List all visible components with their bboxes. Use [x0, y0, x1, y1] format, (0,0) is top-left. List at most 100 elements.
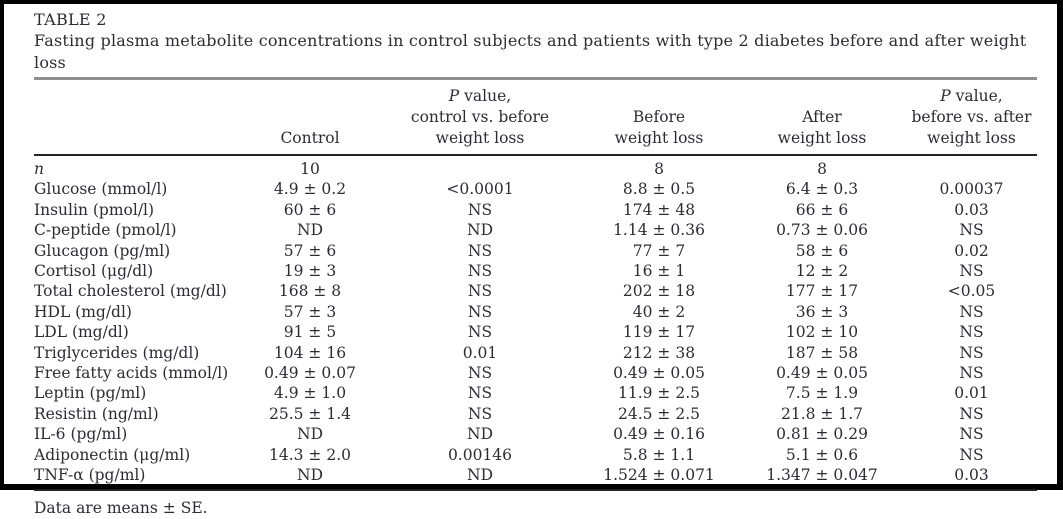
- cell-p-control-vs-before: 0.00146: [447, 445, 513, 464]
- cell-control: 57 ± 6: [283, 241, 337, 260]
- table-row: Leptin (pg/ml) 4.9 ± 1.0 NS 11.9 ± 2.5 7.5 ±…: [34, 383, 1037, 403]
- cell-control: 10: [300, 160, 320, 178]
- cell-after-weight-loss: 8: [817, 160, 827, 178]
- table-row: Insulin (pmol/l) 60 ± 6 NS 174 ± 48 66 ± 6 0.…: [34, 200, 1037, 220]
- cell-p-before-vs-after: 0.00037: [939, 180, 1004, 199]
- cell-after-weight-loss: 12 ± 2: [795, 262, 849, 281]
- cell-before-weight-loss: 11.9 ± 2.5: [617, 384, 700, 403]
- row-label: Leptin (pg/ml): [34, 384, 147, 403]
- cell-p-before-vs-after: 0.02: [954, 241, 989, 260]
- row-label: Insulin (pmol/l): [34, 200, 155, 219]
- table-caption: Fasting plasma metabolite concentrations…: [34, 30, 1037, 80]
- cell-after-weight-loss: 0.73 ± 0.06: [776, 221, 868, 240]
- cell-after-weight-loss: 36 ± 3: [795, 302, 849, 321]
- cell-p-before-vs-after: 0.01: [954, 384, 989, 403]
- cell-after-weight-loss: 58 ± 6: [795, 241, 849, 260]
- table-row: LDL (mg/dl) 91 ± 5 NS 119 ± 17 102 ± 10 NS: [34, 322, 1037, 342]
- cell-before-weight-loss: 8: [654, 160, 664, 178]
- cell-p-control-vs-before: 0.01: [462, 343, 498, 362]
- col-header-before-weight-loss: Before weight loss: [580, 80, 738, 156]
- table-row: Glucagon (pg/ml) 57 ± 6 NS 77 ± 7 58 ± 6 0.02: [34, 241, 1037, 261]
- cell-p-control-vs-before: NS: [467, 241, 493, 260]
- cell-p-control-vs-before: NS: [467, 200, 493, 219]
- cell-control: 104 ± 16: [273, 343, 347, 362]
- table-row: TNF-α (pg/ml) ND ND 1.524 ± 0.071 1.347 ± 0.…: [34, 465, 1037, 485]
- cell-after-weight-loss: 0.81 ± 0.29: [776, 425, 868, 444]
- cell-p-control-vs-before: NS: [467, 384, 493, 403]
- table-row: Free fatty acids (mmol/l) 0.49 ± 0.07 NS 0.…: [34, 363, 1037, 383]
- cell-p-before-vs-after: <0.05: [947, 282, 996, 301]
- cell-after-weight-loss: 21.8 ± 1.7: [780, 404, 863, 423]
- cell-after-weight-loss: 102 ± 10: [785, 323, 859, 342]
- table-row: Cortisol (μg/dl) 19 ± 3 NS 16 ± 1 12 ± 2 NS: [34, 261, 1037, 281]
- cell-p-before-vs-after: NS: [959, 364, 984, 383]
- header-text: value, control vs. before weight loss: [410, 87, 550, 147]
- cell-p-control-vs-before: [380, 155, 580, 179]
- table-row: IL-6 (pg/ml) ND ND 0.49 ± 0.16 0.81 ± 0.29 NS: [34, 424, 1037, 444]
- cell-control: 25.5 ± 1.4: [268, 404, 351, 423]
- cell-p-before-vs-after: [906, 155, 1037, 179]
- cell-control: 4.9 ± 0.2: [273, 180, 347, 199]
- cell-p-control-vs-before: NS: [467, 262, 493, 281]
- cell-before-weight-loss: 1.14 ± 0.36: [613, 221, 705, 240]
- cell-p-before-vs-after: 0.03: [954, 200, 989, 219]
- cell-after-weight-loss: 177 ± 17: [785, 282, 859, 301]
- cell-p-before-vs-after: NS: [959, 404, 984, 423]
- cell-p-control-vs-before: ND: [467, 466, 493, 485]
- cell-p-before-vs-after: NS: [959, 445, 984, 464]
- header-text: value, before vs. after weight loss: [911, 87, 1032, 147]
- col-header-control: Control: [240, 80, 380, 156]
- cell-before-weight-loss: 174 ± 48: [622, 200, 696, 219]
- cell-before-weight-loss: 24.5 ± 2.5: [617, 404, 700, 423]
- cell-p-control-vs-before: NS: [467, 404, 493, 423]
- cell-p-before-vs-after: NS: [959, 425, 984, 444]
- table-footnote: Data are means ± SE.: [34, 488, 1037, 519]
- row-label: Glucagon (pg/ml): [34, 241, 171, 260]
- row-label: HDL (mg/dl): [34, 302, 132, 321]
- cell-control: 60 ± 6: [283, 200, 337, 219]
- cell-after-weight-loss: 5.1 ± 0.6: [785, 445, 859, 464]
- cell-before-weight-loss: 212 ± 38: [622, 343, 696, 362]
- cell-p-before-vs-after: NS: [959, 343, 984, 362]
- cell-before-weight-loss: 119 ± 17: [622, 323, 696, 342]
- table-row: n 10 8 8: [34, 155, 1037, 179]
- p-symbol: P: [940, 87, 951, 105]
- cell-p-before-vs-after: NS: [959, 302, 984, 321]
- row-label: n: [34, 160, 44, 178]
- cell-p-control-vs-before: NS: [467, 302, 493, 321]
- cell-control: 91 ± 5: [283, 323, 337, 342]
- cell-before-weight-loss: 202 ± 18: [622, 282, 696, 301]
- cell-after-weight-loss: 0.49 ± 0.05: [776, 364, 868, 383]
- cell-before-weight-loss: 16 ± 1: [632, 262, 686, 281]
- cell-p-before-vs-after: NS: [959, 323, 984, 342]
- row-label: Free fatty acids (mmol/l): [34, 364, 229, 383]
- cell-p-control-vs-before: ND: [467, 425, 493, 444]
- col-header-p-before-vs-after: P value, before vs. after weight loss: [906, 80, 1037, 156]
- p-symbol: P: [448, 87, 460, 105]
- row-label: TNF-α (pg/ml): [34, 466, 146, 485]
- cell-p-before-vs-after: 0.03: [954, 466, 989, 485]
- cell-after-weight-loss: 1.347 ± 0.047: [766, 466, 878, 485]
- cell-control: 14.3 ± 2.0: [268, 445, 351, 464]
- row-label: Cortisol (μg/dl): [34, 262, 154, 281]
- cell-control: 0.49 ± 0.07: [264, 364, 356, 383]
- table-body: n 10 8 8 Glucose (mmol/l) 4.9 ± 0.2 <0.0001 8.8…: [34, 155, 1037, 486]
- cell-before-weight-loss: 77 ± 7: [632, 241, 686, 260]
- header-row: Control P value, control vs. before weig…: [34, 80, 1037, 156]
- cell-control: ND: [297, 221, 323, 240]
- cell-p-before-vs-after: NS: [959, 221, 984, 240]
- cell-before-weight-loss: 1.524 ± 0.071: [603, 466, 715, 485]
- cell-after-weight-loss: 66 ± 6: [795, 200, 849, 219]
- cell-p-control-vs-before: NS: [467, 282, 493, 301]
- col-header-p-control-vs-before: P value, control vs. before weight loss: [380, 80, 580, 156]
- table-row: C-peptide (pmol/l) ND ND 1.14 ± 0.36 0.73 ± …: [34, 220, 1037, 240]
- cell-control: 57 ± 3: [283, 302, 337, 321]
- cell-before-weight-loss: 0.49 ± 0.16: [613, 425, 705, 444]
- row-label: Adiponectin (μg/ml): [34, 445, 191, 464]
- cell-p-control-vs-before: NS: [467, 364, 493, 383]
- row-label: Resistin (ng/ml): [34, 404, 159, 423]
- row-label: Triglycerides (mg/dl): [34, 343, 200, 362]
- cell-after-weight-loss: 187 ± 58: [785, 343, 859, 362]
- table-row: HDL (mg/dl) 57 ± 3 NS 40 ± 2 36 ± 3 NS: [34, 302, 1037, 322]
- cell-before-weight-loss: 0.49 ± 0.05: [613, 364, 705, 383]
